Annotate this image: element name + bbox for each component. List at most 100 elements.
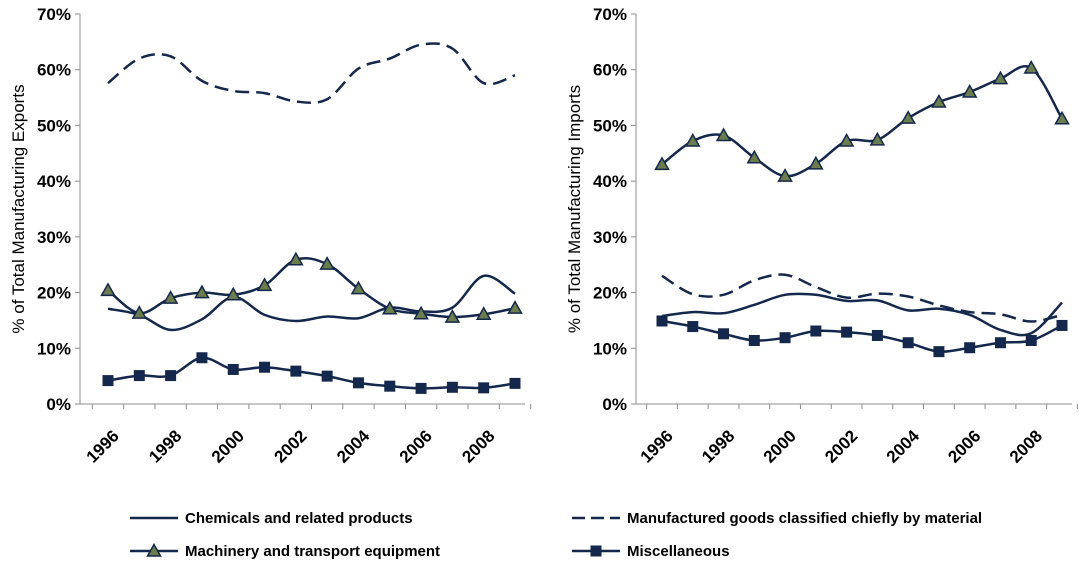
x-tick-label: 2004 bbox=[333, 426, 374, 467]
data-point-machinery-and-transport-equipment bbox=[654, 156, 670, 171]
legend: Chemicals and related products Manufactur… bbox=[130, 510, 982, 560]
data-point-machinery-and-transport-equipment bbox=[746, 149, 763, 164]
y-tick-label: 70% bbox=[593, 5, 627, 24]
data-point-miscellaneous bbox=[352, 377, 364, 389]
exports-chart: 0% 10% 20% 30% 40% 50% 60% 70% 1996 1998 2000 2002 2… bbox=[9, 5, 532, 467]
x-tick-label: 1996 bbox=[637, 426, 677, 466]
data-point-machinery-and-transport-equipment bbox=[992, 70, 1009, 85]
x-tick-label: 1996 bbox=[83, 426, 123, 466]
legend-marker-machinery-and-transport-equipment bbox=[146, 542, 162, 557]
y-tick-label: 10% bbox=[37, 339, 71, 358]
x-tick-label: 2002 bbox=[270, 426, 310, 466]
y-tick-label: 20% bbox=[593, 284, 627, 303]
data-point-machinery-and-transport-equipment bbox=[256, 277, 273, 292]
y-tick-label: 30% bbox=[593, 228, 627, 247]
data-point-miscellaneous bbox=[133, 370, 145, 382]
y-tick-label: 70% bbox=[37, 5, 71, 24]
y-tick-label: 0% bbox=[46, 395, 71, 414]
data-point-miscellaneous bbox=[165, 370, 177, 382]
data-point-machinery-and-transport-equipment bbox=[900, 110, 916, 124]
data-point-miscellaneous bbox=[290, 365, 302, 377]
x-tick-label: 2002 bbox=[821, 426, 861, 466]
data-point-miscellaneous bbox=[384, 380, 396, 392]
data-point-machinery-and-transport-equipment bbox=[319, 256, 335, 270]
data-point-miscellaneous bbox=[748, 334, 760, 346]
data-point-machinery-and-transport-equipment bbox=[931, 94, 947, 108]
data-point-machinery-and-transport-equipment bbox=[444, 309, 461, 323]
legend-marker-miscellaneous bbox=[590, 545, 602, 557]
x-tick-label: 1998 bbox=[145, 426, 185, 466]
y-tick-label: 40% bbox=[593, 172, 627, 191]
y-axis-label: % of Total Manufacturing Exports bbox=[9, 84, 28, 333]
data-point-machinery-and-transport-equipment bbox=[288, 251, 304, 266]
data-point-machinery-and-transport-equipment bbox=[869, 131, 886, 146]
y-tick-label: 60% bbox=[593, 61, 627, 80]
data-point-miscellaneous bbox=[415, 382, 427, 394]
data-point-machinery-and-transport-equipment bbox=[475, 306, 492, 321]
data-point-machinery-and-transport-equipment bbox=[194, 284, 210, 299]
data-point-miscellaneous bbox=[227, 363, 239, 375]
data-point-miscellaneous bbox=[841, 326, 853, 338]
data-point-miscellaneous bbox=[196, 352, 208, 364]
data-point-miscellaneous bbox=[1025, 334, 1037, 346]
data-point-miscellaneous bbox=[321, 370, 333, 382]
data-point-miscellaneous bbox=[259, 361, 271, 373]
y-tick-label: 30% bbox=[37, 228, 71, 247]
series-line-machinery-and-transport-equipment bbox=[107, 256, 516, 319]
y-tick-label: 0% bbox=[602, 395, 627, 414]
x-tick-label: 2008 bbox=[1006, 426, 1046, 466]
data-point-miscellaneous bbox=[446, 381, 458, 393]
data-point-machinery-and-transport-equipment bbox=[100, 282, 116, 297]
legend-label-chemicals-and-related-products: Chemicals and related products bbox=[185, 510, 413, 527]
y-tick-label: 50% bbox=[593, 116, 627, 135]
data-point-machinery-and-transport-equipment bbox=[715, 127, 732, 142]
data-point-miscellaneous bbox=[994, 337, 1006, 349]
y-tick-label: 60% bbox=[37, 61, 71, 80]
x-tick-label: 2004 bbox=[883, 426, 924, 467]
data-point-miscellaneous bbox=[478, 382, 490, 394]
y-axis-label: % of Total Manufacturing Imports bbox=[565, 85, 584, 333]
data-point-machinery-and-transport-equipment bbox=[777, 168, 793, 182]
data-point-machinery-and-transport-equipment bbox=[350, 280, 367, 295]
data-point-machinery-and-transport-equipment bbox=[1023, 60, 1040, 74]
series-line-manufactured-goods-classified-chiefly-by-material bbox=[661, 273, 1063, 323]
data-point-miscellaneous bbox=[656, 315, 668, 327]
data-point-machinery-and-transport-equipment bbox=[684, 133, 701, 147]
data-point-miscellaneous bbox=[871, 329, 883, 341]
data-point-machinery-and-transport-equipment bbox=[131, 305, 148, 319]
data-point-miscellaneous bbox=[509, 377, 521, 389]
data-point-miscellaneous bbox=[902, 337, 914, 349]
x-tick-label: 2006 bbox=[396, 426, 436, 466]
data-point-miscellaneous bbox=[933, 346, 945, 358]
x-tick-label: 2000 bbox=[208, 426, 248, 466]
legend-label-miscellaneous: Miscellaneous bbox=[627, 543, 730, 560]
legend-label-machinery-and-transport-equipment: Machinery and transport equipment bbox=[185, 543, 440, 560]
data-point-machinery-and-transport-equipment bbox=[162, 290, 179, 304]
data-point-miscellaneous bbox=[964, 342, 976, 354]
y-tick-label: 10% bbox=[593, 339, 627, 358]
data-point-miscellaneous bbox=[779, 332, 791, 344]
data-point-machinery-and-transport-equipment bbox=[808, 155, 824, 170]
data-point-machinery-and-transport-equipment bbox=[838, 133, 855, 147]
data-point-machinery-and-transport-equipment bbox=[225, 286, 242, 301]
y-tick-label: 40% bbox=[37, 172, 71, 191]
x-tick-label: 2000 bbox=[760, 426, 800, 466]
data-point-machinery-and-transport-equipment bbox=[413, 305, 429, 320]
x-tick-label: 2008 bbox=[458, 426, 498, 466]
data-point-miscellaneous bbox=[102, 375, 114, 387]
data-point-machinery-and-transport-equipment bbox=[381, 300, 398, 315]
data-point-miscellaneous bbox=[718, 328, 730, 340]
legend-label-manufactured-goods-classified-chiefly-by-material: Manufactured goods classified chiefly by… bbox=[627, 510, 982, 527]
data-point-machinery-and-transport-equipment bbox=[1054, 110, 1070, 125]
y-tick-label: 20% bbox=[37, 284, 71, 303]
data-point-miscellaneous bbox=[1056, 319, 1068, 331]
series-line-chemicals-and-related-products bbox=[661, 292, 1063, 337]
imports-chart: 0% 10% 20% 30% 40% 50% 60% 70% 1996 1998 2000 2002 2… bbox=[565, 5, 1078, 467]
series-line-manufactured-goods-classified-chiefly-by-material bbox=[107, 42, 516, 105]
data-point-miscellaneous bbox=[687, 321, 699, 333]
data-point-machinery-and-transport-equipment bbox=[507, 300, 523, 314]
data-point-machinery-and-transport-equipment bbox=[961, 83, 978, 98]
x-tick-label: 2006 bbox=[944, 426, 984, 466]
data-point-miscellaneous bbox=[810, 325, 822, 337]
